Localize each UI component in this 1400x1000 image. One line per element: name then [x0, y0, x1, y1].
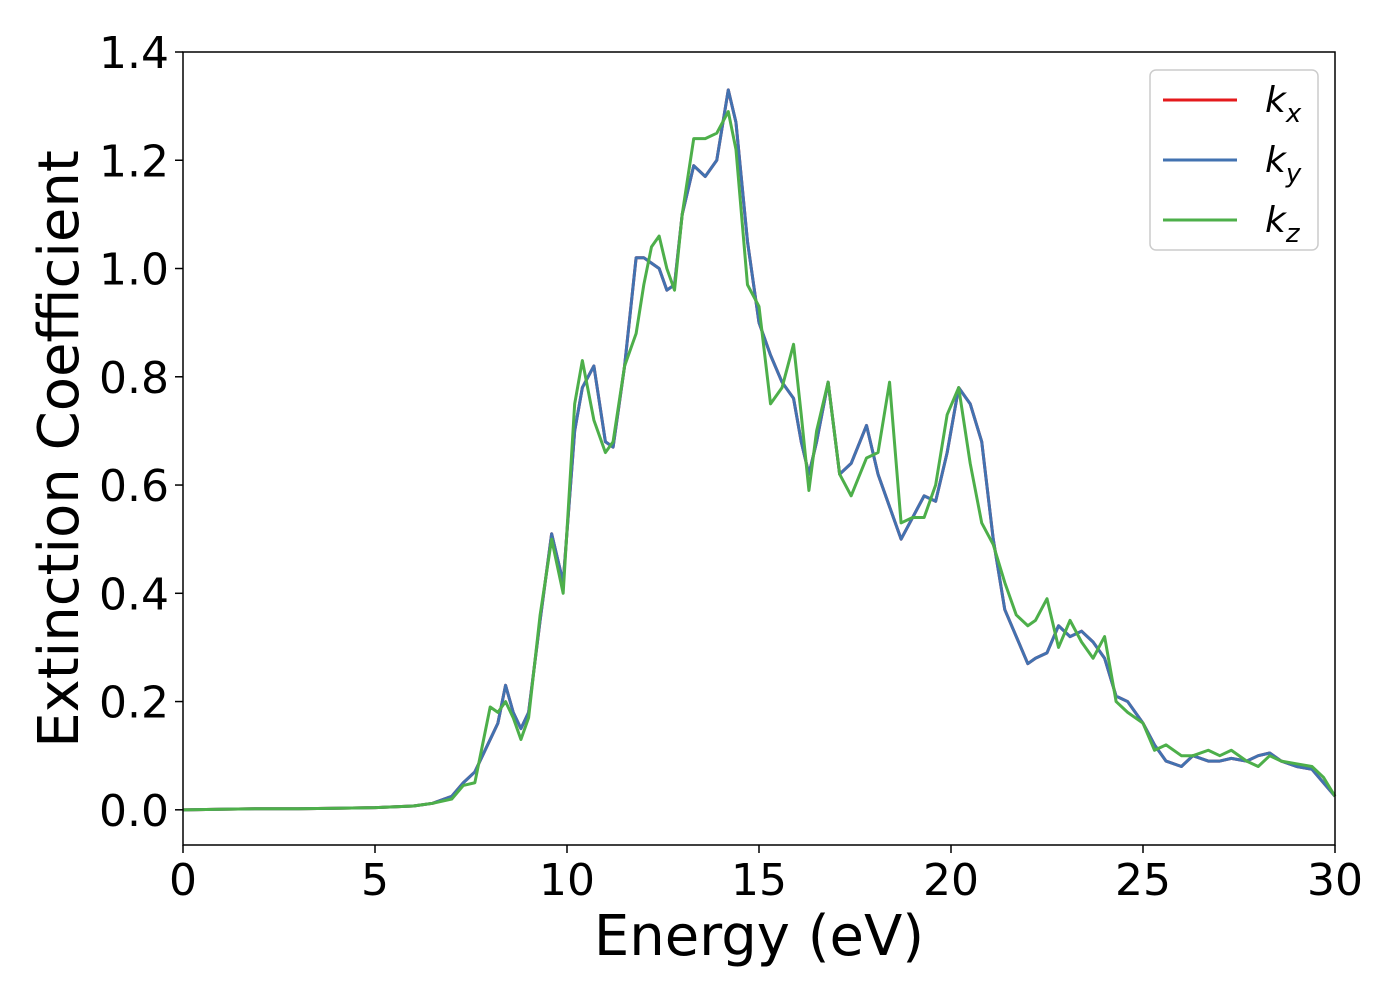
y-tick-label: 1.4: [99, 28, 169, 79]
y-tick-label: 1.0: [99, 245, 169, 296]
y-tick-label: 1.2: [99, 136, 169, 187]
y-tick-label: 0.6: [99, 461, 169, 512]
y-tick-label: 0.2: [99, 678, 169, 729]
line-series: [182, 110, 1337, 812]
y-axis-label: Extinction Coefficient: [27, 150, 92, 748]
legend: kx ky kz: [1149, 69, 1319, 251]
x-tick-label: 15: [731, 855, 787, 906]
legend-label: kx: [1265, 80, 1302, 129]
x-axis-label: Energy (eV): [594, 904, 924, 969]
plot-frame: [182, 51, 1336, 846]
x-tick-label: 5: [361, 855, 389, 906]
x-tick-label: 30: [1307, 855, 1363, 906]
y-tick-label: 0.8: [99, 353, 169, 404]
legend-label: kz: [1265, 200, 1301, 249]
x-tick-label: 25: [1115, 855, 1171, 906]
x-tick-label: 10: [539, 855, 595, 906]
x-tick-label: 0: [169, 855, 197, 906]
y-tick-label: 0.0: [99, 786, 169, 837]
legend-label: ky: [1265, 140, 1302, 189]
y-tick-label: 0.4: [99, 569, 169, 620]
x-tick-label: 20: [923, 855, 979, 906]
